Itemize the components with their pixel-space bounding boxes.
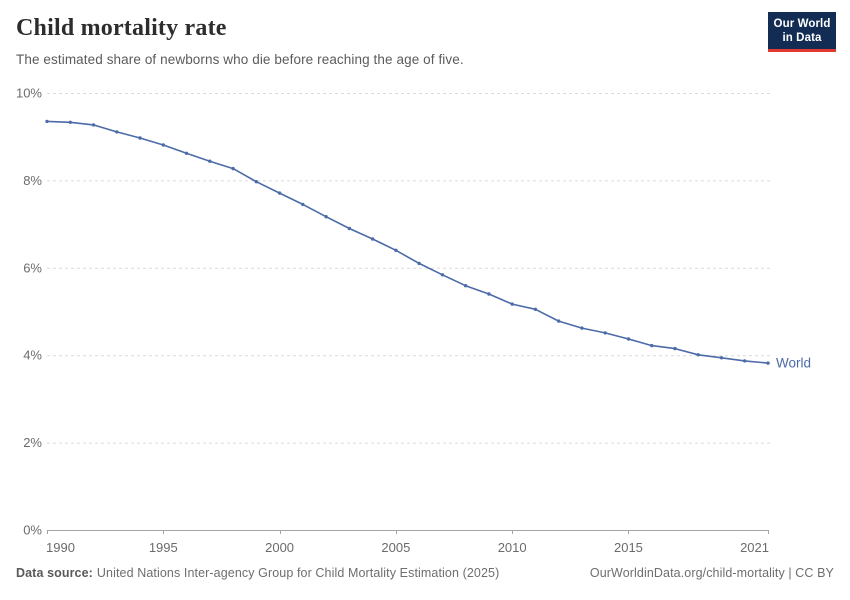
data-point-2014 bbox=[603, 331, 607, 335]
y-tick-label-6pct: 6% bbox=[23, 260, 42, 275]
data-point-1994 bbox=[138, 136, 142, 140]
data-point-2000 bbox=[277, 191, 282, 195]
series-line-world bbox=[46, 120, 769, 364]
data-point-2009 bbox=[487, 292, 491, 296]
data-point-2001 bbox=[301, 202, 305, 207]
data-point-2010 bbox=[510, 302, 514, 306]
data-point-2006 bbox=[417, 261, 421, 266]
data-point-2004 bbox=[370, 237, 375, 241]
data-point-2007 bbox=[440, 273, 445, 277]
chart-subtitle: The estimated share of newborns who die … bbox=[16, 51, 464, 67]
y-tick-label-10pct: 10% bbox=[16, 86, 42, 101]
data-point-2020 bbox=[743, 359, 747, 363]
data-point-1995 bbox=[161, 143, 165, 147]
data-point-1999 bbox=[254, 180, 258, 184]
x-tick-label-2005: 2005 bbox=[381, 540, 410, 555]
x-tick-label-1990: 1990 bbox=[46, 540, 75, 555]
data-point-2015 bbox=[626, 337, 631, 341]
x-tick-label-1995: 1995 bbox=[149, 540, 178, 555]
x-tick-label-2015: 2015 bbox=[614, 540, 643, 555]
x-tick-label-2021: 2021 bbox=[740, 540, 769, 555]
data-point-1992 bbox=[91, 123, 96, 127]
data-point-2012 bbox=[557, 319, 561, 323]
data-point-2008 bbox=[463, 284, 468, 288]
data-point-2019 bbox=[719, 356, 724, 360]
x-tick-label-2010: 2010 bbox=[498, 540, 527, 555]
data-point-1998 bbox=[231, 166, 235, 171]
data-point-2011 bbox=[533, 307, 538, 311]
series-label-world: World bbox=[776, 356, 811, 371]
data-point-1993 bbox=[115, 130, 119, 134]
data-source-text: United Nations Inter-agency Group for Ch… bbox=[96, 566, 500, 580]
y-tick-label-0pct: 0% bbox=[23, 523, 42, 538]
data-point-2005 bbox=[394, 248, 398, 252]
data-point-2013 bbox=[580, 326, 584, 330]
chart-title: Child mortality rate bbox=[16, 15, 227, 41]
chart-footer: Data source: United Nations Inter-agency … bbox=[16, 566, 834, 580]
chart-header: Child mortality rate The estimated share… bbox=[16, 14, 834, 68]
data-point-2017 bbox=[673, 346, 677, 351]
data-point-1996 bbox=[184, 151, 189, 155]
y-tick-label-4pct: 4% bbox=[23, 348, 42, 363]
data-point-1991 bbox=[68, 120, 73, 125]
data-source-label: Data source: bbox=[16, 566, 93, 580]
owid-logo-line1: Our World bbox=[773, 18, 831, 30]
owid-logo-line2: in Data bbox=[782, 32, 822, 45]
data-point-2021 bbox=[766, 361, 770, 365]
data-point-2018 bbox=[696, 353, 700, 357]
x-tick-label-2000: 2000 bbox=[265, 540, 294, 555]
data-point-1997 bbox=[208, 159, 212, 163]
data-point-1990 bbox=[45, 119, 49, 124]
y-tick-label-8pct: 8% bbox=[23, 173, 42, 188]
credit-link: OurWorldinData.org/child-mortality | CC … bbox=[589, 566, 834, 580]
data-point-2016 bbox=[650, 343, 654, 348]
data-point-2003 bbox=[347, 226, 352, 231]
owid-logo: Our World in Data bbox=[768, 12, 836, 53]
y-tick-label-2pct: 2% bbox=[23, 435, 42, 450]
data-source: Data source: United Nations Inter-agency … bbox=[16, 566, 499, 580]
data-point-2002 bbox=[324, 215, 328, 219]
